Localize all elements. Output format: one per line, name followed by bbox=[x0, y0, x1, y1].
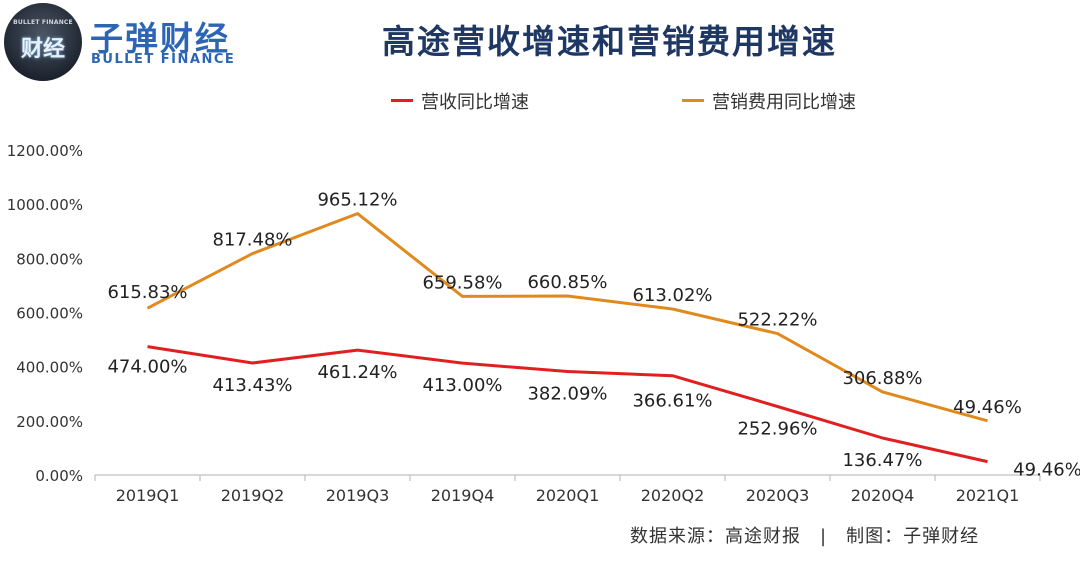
legend-label-marketing: 营销费用同比增速 bbox=[712, 92, 856, 113]
x-tick-label: 2019Q4 bbox=[431, 486, 495, 505]
y-tick-label: 600.00% bbox=[16, 305, 83, 323]
y-tick-label: 800.00% bbox=[16, 250, 83, 268]
data-label-marketing: 306.88% bbox=[842, 368, 922, 389]
data-label-revenue: 49.46% bbox=[1013, 460, 1080, 481]
legend-label-revenue: 营收同比增速 bbox=[421, 92, 529, 113]
data-label-revenue: 366.61% bbox=[632, 391, 712, 412]
logo-badge-big-text: 财经 bbox=[20, 37, 65, 62]
y-tick-label: 200.00% bbox=[16, 413, 83, 431]
data-label-revenue: 413.43% bbox=[212, 375, 292, 396]
x-tick-label: 2020Q4 bbox=[851, 486, 915, 505]
legend-swatch-revenue bbox=[391, 99, 413, 102]
series-line-revenue bbox=[147, 345, 988, 464]
x-tick-label: 2021Q1 bbox=[956, 486, 1020, 505]
data-label-marketing: 965.12% bbox=[317, 190, 397, 211]
logo-badge-small-text: BULLET FINANCE bbox=[13, 19, 73, 26]
series-line-marketing bbox=[146, 212, 988, 423]
chart-title: 高途营收增速和营销费用增速 bbox=[382, 22, 837, 61]
brand-name-cn: 子弹财经 bbox=[90, 19, 230, 58]
data-label-marketing: 817.48% bbox=[212, 230, 292, 251]
x-tick-label: 2019Q2 bbox=[221, 486, 285, 505]
data-label-revenue: 252.96% bbox=[737, 418, 817, 439]
data-label-marketing: 659.58% bbox=[422, 272, 502, 293]
x-tick-label: 2020Q3 bbox=[746, 486, 810, 505]
source-note: 数据来源：高途财报 | 制图：子弹财经 bbox=[630, 526, 980, 547]
data-label-marketing: 615.83% bbox=[107, 282, 187, 303]
data-label-marketing: 613.02% bbox=[632, 285, 712, 306]
y-tick-label: 400.00% bbox=[16, 359, 83, 377]
data-label-revenue: 382.09% bbox=[527, 384, 607, 405]
x-tick-label: 2019Q3 bbox=[326, 486, 390, 505]
x-tick-label: 2020Q2 bbox=[641, 486, 705, 505]
x-tick-label: 2019Q1 bbox=[116, 486, 180, 505]
y-tick-label: 0.00% bbox=[35, 467, 83, 485]
y-tick-label: 1200.00% bbox=[7, 142, 83, 160]
data-label-marketing: 660.85% bbox=[527, 272, 607, 293]
logo-badge: BULLET FINANCE 财经 bbox=[4, 3, 82, 81]
x-tick-label: 2020Q1 bbox=[536, 486, 600, 505]
data-label-revenue: 413.00% bbox=[422, 375, 502, 396]
data-label-revenue: 474.00% bbox=[107, 357, 187, 378]
data-label-revenue: 136.47% bbox=[842, 450, 922, 471]
data-label-revenue: 461.24% bbox=[317, 362, 397, 383]
y-tick-label: 1000.00% bbox=[7, 196, 83, 214]
legend-swatch-marketing bbox=[682, 99, 704, 102]
brand-name-en: BULLET FINANCE bbox=[91, 52, 236, 67]
data-label-marketing: 522.22% bbox=[737, 310, 817, 331]
data-label-marketing: 49.46% bbox=[953, 397, 1022, 418]
